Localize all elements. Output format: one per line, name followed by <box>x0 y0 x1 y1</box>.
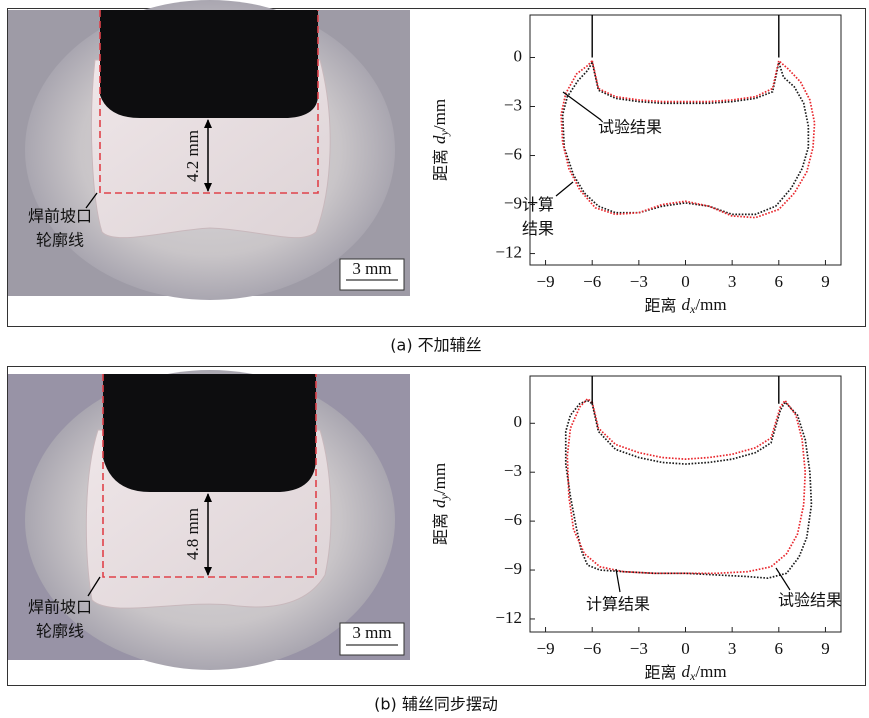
x-tick-label: 0 <box>681 272 690 291</box>
series-label: 计算结果 <box>586 595 650 614</box>
x-tick-label: −3 <box>630 639 648 658</box>
scale-label: 3 mm <box>352 623 391 642</box>
y-tick-label: −6 <box>504 144 522 163</box>
x-tick-label: 0 <box>681 639 690 658</box>
label-text: 距离 <box>431 508 450 545</box>
plot-frame <box>530 15 841 265</box>
series-line <box>592 15 779 57</box>
y-tick-label: 0 <box>514 46 523 65</box>
y-tick-label: −12 <box>495 608 522 627</box>
label-text: 距离 <box>644 296 681 315</box>
x-tick-label: −9 <box>537 272 555 291</box>
groove-label: 轮廓线 <box>36 231 84 250</box>
figure: 4.2 mm 焊前坡口 轮廓线 3 mm 4.8 mm 焊前坡口 轮廓线 3 m… <box>0 0 869 718</box>
page: 4.2 mm 焊前坡口 轮廓线 3 mm 4.8 mm 焊前坡口 轮廓线 3 m… <box>0 0 869 718</box>
groove-label: 焊前坡口 <box>28 598 92 617</box>
groove-label: 轮廓线 <box>36 622 84 641</box>
annotation-leader <box>556 182 573 196</box>
scale-label: 3 mm <box>352 259 391 278</box>
series-line <box>592 376 779 404</box>
x-tick-label: 6 <box>775 272 784 291</box>
x-tick-label: 9 <box>821 639 830 658</box>
x-tick-label: −6 <box>583 272 601 291</box>
y-tick-label: −9 <box>504 193 522 212</box>
xlabel-axis-label: 距离 dx/mm <box>644 295 726 316</box>
series-label: 试验结果 <box>778 591 842 610</box>
y-tick-label: −6 <box>504 510 522 529</box>
depth-label: 4.2 mm <box>183 130 202 182</box>
photo: 4.2 mm 焊前坡口 轮廓线 3 mm <box>8 0 410 300</box>
series-line <box>567 399 805 573</box>
x-tick-label: 3 <box>728 639 737 658</box>
series-line <box>561 61 814 218</box>
series-label: 计算结果 <box>522 195 554 238</box>
series-label: 试验结果 <box>598 118 662 137</box>
x-tick-label: −9 <box>537 639 555 658</box>
x-tick-label: 3 <box>728 272 737 291</box>
label-unit: /mm <box>695 295 726 314</box>
series-line <box>566 400 812 578</box>
xlabel-axis-label: 距离 dx/mm <box>644 662 726 683</box>
groove-label: 焊前坡口 <box>28 207 92 226</box>
chart: −9 −6 −3 0 3 6 9 0 −3 −6 −9 −12 距离 dx/mm 距离 dy/mm 试验结果… <box>430 376 842 683</box>
photo: 4.8 mm 焊前坡口 轮廓线 3 mm <box>8 370 410 670</box>
series-line <box>563 62 809 214</box>
label-unit: /mm <box>430 99 449 130</box>
label-unit: /mm <box>430 463 449 494</box>
caption: (a) 不加辅丝 <box>390 336 481 355</box>
label-text: 距离 <box>644 663 681 682</box>
x-tick-label: −3 <box>630 272 648 291</box>
y-tick-label: 0 <box>514 412 523 431</box>
chart: −9 −6 −3 0 3 6 9 0 −3 −6 −9 −12 距离 dx/mm 距离 dy/mm 试验结果… <box>430 15 841 316</box>
label-unit: /mm <box>695 662 726 681</box>
depth-label: 4.8 mm <box>183 508 202 560</box>
caption: (b) 辅丝同步摆动 <box>374 695 498 714</box>
y-tick-label: −12 <box>495 242 522 261</box>
ylabel-axis-label: 距离 dy/mm <box>430 463 451 545</box>
y-tick-label: −3 <box>504 95 522 114</box>
annotation-leader <box>563 92 601 120</box>
ylabel-axis-label: 距离 dy/mm <box>430 99 451 181</box>
x-tick-label: 9 <box>821 272 830 291</box>
annotation-leader <box>616 569 620 592</box>
y-tick-label: −3 <box>504 461 522 480</box>
label-text: 距离 <box>431 144 450 181</box>
x-tick-label: 6 <box>775 639 784 658</box>
y-tick-label: −9 <box>504 559 522 578</box>
x-tick-label: −6 <box>583 639 601 658</box>
